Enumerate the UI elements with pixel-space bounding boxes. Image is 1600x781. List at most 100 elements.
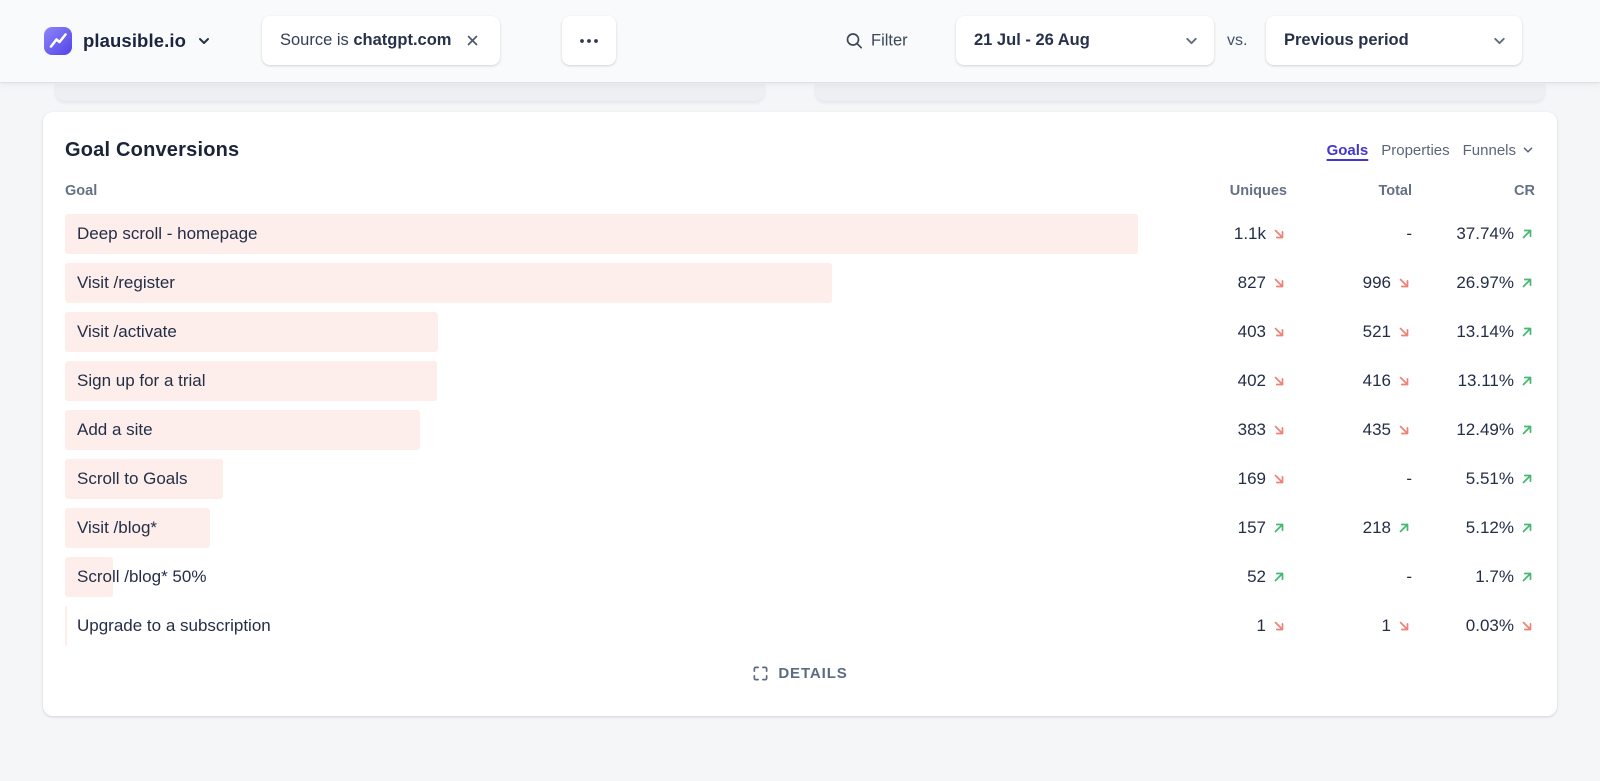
goal-bar-cell[interactable]: Scroll to Goals (65, 459, 1138, 499)
goal-row: Scroll to Goals 169 - 5.51% (65, 459, 1535, 499)
trend-down-icon (1399, 376, 1409, 386)
trend-down-icon (1399, 327, 1409, 337)
site-name: plausible.io (83, 30, 186, 51)
total-cell: 218 (1287, 518, 1412, 538)
goal-label: Visit /register (77, 273, 175, 292)
total-value: 996 (1362, 273, 1391, 292)
goal-row: Visit /register 827 996 26.97% (65, 263, 1535, 303)
goal-label: Visit /activate (77, 322, 177, 341)
cr-cell: 0.03% (1412, 616, 1535, 636)
goal-bar-cell[interactable]: Visit /activate (65, 312, 1138, 352)
goal-bar-cell[interactable]: Visit /register (65, 263, 1138, 303)
trend-down-icon (1274, 425, 1284, 435)
cr-value: 0.03% (1465, 616, 1514, 635)
goal-bar (65, 263, 833, 303)
trend-up-icon (1522, 376, 1532, 386)
total-cell: 1 (1287, 616, 1412, 636)
total-value: - (1406, 567, 1412, 586)
filter-button[interactable]: Filter (845, 32, 908, 51)
cr-cell: 5.51% (1412, 469, 1535, 489)
goal-row: Scroll /blog* 50% 52 - 1.7% (65, 557, 1535, 597)
total-value: 416 (1362, 371, 1391, 390)
goal-bar (65, 214, 1138, 254)
goal-bar-cell[interactable]: Visit /blog* (65, 508, 1138, 548)
uniques-value: 52 (1247, 567, 1266, 586)
chevron-down-icon (1521, 143, 1535, 157)
goal-bar-cell[interactable]: Scroll /blog* 50% (65, 557, 1138, 597)
comparison-selector[interactable]: Previous period (1266, 16, 1522, 65)
trend-up-icon (1522, 523, 1532, 533)
total-value: 218 (1362, 518, 1391, 537)
active-filter-chip[interactable]: Source is chatgpt.com (262, 16, 501, 65)
close-icon[interactable] (463, 31, 482, 50)
goal-bar-cell[interactable]: Deep scroll - homepage (65, 214, 1138, 254)
details-button[interactable]: DETAILS (65, 665, 1535, 682)
total-cell: 435 (1287, 420, 1412, 440)
trend-down-icon (1274, 327, 1284, 337)
total-cell: - (1287, 224, 1412, 244)
tab-goals[interactable]: Goals (1326, 141, 1369, 159)
goal-bar (65, 508, 210, 548)
ellipsis-icon (579, 38, 599, 44)
total-cell: 416 (1287, 371, 1412, 391)
filter-button-label: Filter (871, 31, 908, 50)
uniques-cell: 403 (1138, 322, 1287, 342)
partial-card-left (55, 84, 765, 101)
site-selector[interactable]: plausible.io (43, 26, 212, 56)
goal-label: Scroll /blog* 50% (77, 567, 207, 586)
uniques-cell: 52 (1138, 567, 1287, 587)
goal-conversions-panel: Goal Conversions Goals Properties Funnel… (43, 112, 1557, 716)
uniques-value: 169 (1237, 469, 1266, 488)
uniques-column-header: Uniques (1229, 183, 1287, 199)
goal-row: Upgrade to a subscription 1 1 0.03% (65, 606, 1535, 646)
goal-row: Deep scroll - homepage 1.1k - 37.74% (65, 214, 1535, 254)
uniques-cell: 169 (1138, 469, 1287, 489)
goal-bar-cell[interactable]: Sign up for a trial (65, 361, 1138, 401)
goal-bar-cell[interactable]: Upgrade to a subscription (65, 606, 1138, 646)
cr-cell: 13.14% (1412, 322, 1535, 342)
trend-up-icon (1274, 572, 1284, 582)
trend-down-icon (1274, 376, 1284, 386)
chevron-down-icon (196, 33, 212, 49)
chevron-down-icon (1491, 32, 1508, 49)
goal-bar (65, 312, 439, 352)
date-range-selector[interactable]: 21 Jul - 26 Aug (956, 16, 1214, 65)
cr-cell: 26.97% (1412, 273, 1535, 293)
trend-down-icon (1274, 229, 1284, 239)
uniques-value: 827 (1237, 273, 1266, 292)
total-value: 1 (1381, 616, 1391, 635)
table-column-headers: Goal Uniques Total CR (65, 183, 1535, 199)
cr-cell: 5.12% (1412, 518, 1535, 538)
cr-value: 13.11% (1457, 371, 1514, 390)
uniques-cell: 157 (1138, 518, 1287, 538)
cr-value: 1.7% (1475, 567, 1514, 586)
goal-label: Deep scroll - homepage (77, 224, 258, 243)
goal-bar (65, 459, 223, 499)
goal-label: Add a site (77, 420, 153, 439)
trend-up-icon (1522, 327, 1532, 337)
goal-bar (65, 361, 438, 401)
comparison-value: Previous period (1284, 31, 1409, 49)
trend-down-icon (1399, 621, 1409, 631)
cr-cell: 13.11% (1412, 371, 1535, 391)
tab-properties[interactable]: Properties (1381, 141, 1450, 159)
total-column-header: Total (1378, 183, 1412, 199)
trend-up-icon (1399, 523, 1409, 533)
tab-funnels[interactable]: Funnels (1463, 142, 1535, 159)
goal-label: Scroll to Goals (77, 469, 188, 488)
uniques-cell: 1 (1138, 616, 1287, 636)
total-value: 435 (1362, 420, 1391, 439)
goal-bar (65, 606, 68, 646)
total-cell: 996 (1287, 273, 1412, 293)
search-icon (845, 32, 864, 51)
uniques-value: 157 (1237, 518, 1266, 537)
trend-up-icon (1274, 523, 1284, 533)
uniques-cell: 1.1k (1138, 224, 1287, 244)
trend-up-icon (1522, 425, 1532, 435)
trend-up-icon (1522, 278, 1532, 288)
goal-bar-cell[interactable]: Add a site (65, 410, 1138, 450)
more-filters-button[interactable] (562, 16, 616, 65)
goal-column-header: Goal (65, 183, 98, 199)
goal-bar (65, 557, 114, 597)
goal-row: Visit /blog* 157 218 5.12% (65, 508, 1535, 548)
